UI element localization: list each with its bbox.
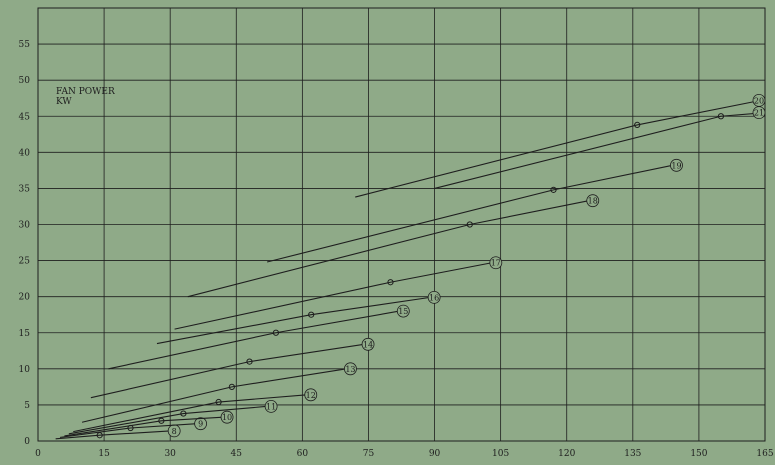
curve-label-10: 10 [222,413,232,422]
curve-label-circle-21 [752,106,766,120]
curve-label-21: 21 [754,109,764,118]
x-tick-label: 60 [297,449,309,459]
x-tick-label: 150 [690,449,707,459]
y-tick-label: 15 [19,329,31,339]
curve-label-circle-19 [670,158,683,172]
curve-label-17: 17 [491,259,501,268]
curve-12 [73,394,307,433]
curve-marker-15 [272,329,280,336]
curve-marker-11 [180,410,187,417]
curves: 8 9 10 11 12 13 14 15 16 17 18 19 20 21 [55,93,766,440]
curve-label-8: 8 [172,427,177,436]
x-tick-label: 135 [624,449,641,459]
curve-label-circle-11 [264,399,278,413]
curve-marker-12 [215,398,222,406]
curve-label-circle-10 [220,410,234,424]
curve-label-12: 12 [306,391,316,400]
x-tick-label: 15 [98,449,110,459]
y-tick-label: 55 [19,40,31,50]
curve-label-11: 11 [266,402,276,411]
x-tick-label: 120 [558,449,575,459]
curve-marker-17 [387,279,394,286]
curve-label-circle-14 [361,337,375,351]
y-tick-label: 5 [24,401,30,411]
curve-14 [90,343,365,399]
curve-11 [68,405,268,435]
tick-labels: 0 15 30 45 60 75 90 105 120 135 150 165051015202530… [19,40,774,459]
y-tick-label: 50 [19,76,31,86]
curve-label-circle-17 [489,256,503,270]
y-tick-label: 10 [19,365,31,375]
curve-marker-13 [228,383,235,390]
curve-19 [266,164,673,263]
curve-label-circle-12 [304,388,318,402]
x-tick-label: 0 [35,449,41,459]
curve-9 [59,423,197,438]
curve-label-circle-13 [344,362,357,376]
x-tick-label: 75 [363,449,375,459]
curve-marker-14 [246,358,253,365]
axes [37,7,766,442]
curve-label-circle-16 [427,290,441,304]
y-label-line: KW [56,97,72,107]
curve-label-15: 15 [398,307,408,316]
y-label-line: FAN POWER [56,87,115,97]
y-tick-label: 30 [19,221,31,231]
curve-8 [55,430,171,440]
curve-label-circle-15 [396,304,410,318]
x-tick-label: 105 [492,449,509,459]
curve-16 [156,296,431,345]
curve-label-13: 13 [345,365,355,374]
curve-17 [174,262,492,330]
curve-label-circle-9 [194,417,208,431]
curve-label-9: 9 [198,420,203,429]
y-tick-label: 0 [24,437,30,447]
x-tick-label: 45 [231,449,243,459]
curve-21 [434,112,766,189]
y-tick-label: 45 [19,112,31,122]
curve-10 [64,416,224,437]
curve-20 [355,99,761,198]
x-tick-label: 90 [429,449,441,459]
curve-label-19: 19 [671,161,681,170]
curve-label-20: 20 [754,96,764,105]
curve-marker-20 [634,121,641,129]
y-tick-label: 20 [19,293,31,303]
curve-18 [187,200,589,298]
curve-marker-21 [717,113,725,120]
grid [37,8,766,442]
curve-label-16: 16 [429,293,439,302]
curve-label-14: 14 [363,340,373,349]
curve-marker-10 [158,417,165,424]
y-tick-label: 25 [19,257,31,267]
x-tick-label: 165 [756,449,773,459]
x-tick-label: 30 [164,449,176,459]
curve-label-18: 18 [588,197,598,206]
curve-label-circle-18 [586,194,600,208]
curve-marker-18 [466,221,473,228]
plot-frame [37,7,766,442]
curve-13 [81,368,347,423]
curve-marker-16 [308,311,315,318]
y-tick-label: 40 [19,148,31,158]
curve-marker-19 [550,186,557,193]
y-tick-label: 35 [19,184,31,194]
curve-15 [108,310,400,370]
